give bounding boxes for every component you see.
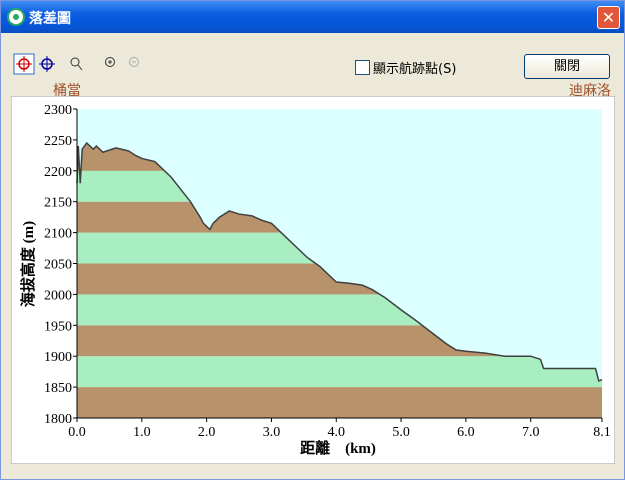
y-tick-label: 1800: [44, 412, 72, 427]
y-tick-label: 2150: [44, 196, 72, 211]
close-window[interactable]: ✕: [597, 6, 620, 29]
y-tick-label: 2000: [44, 288, 72, 303]
x-tick-label: 8.1: [593, 425, 611, 440]
window-title: 落差圖: [29, 11, 71, 27]
band: [77, 356, 602, 388]
tool-zoom-in[interactable]: [105, 57, 115, 67]
toolbar: [13, 53, 139, 75]
x-axis-label: 距離 (km): [300, 439, 376, 457]
y-tick-label: 2200: [44, 165, 72, 180]
tool-zoom-area[interactable]: [70, 57, 80, 67]
y-tick-label: 1900: [44, 350, 72, 365]
checkbox-label[interactable]: 顯示航跡點(S): [373, 62, 457, 77]
y-tick-label: 1850: [44, 381, 72, 396]
y-tick-label: 2250: [44, 134, 72, 149]
x-tick-label: 5.0: [392, 425, 410, 440]
icon: [77, 64, 83, 71]
x-tick-label: 6.0: [457, 425, 475, 440]
y-tick-label: 1950: [44, 319, 72, 334]
checkbox[interactable]: [355, 60, 370, 75]
y-tick-label: 2300: [44, 103, 72, 118]
band: [77, 387, 602, 418]
x-tick-label: 7.0: [522, 425, 540, 440]
start-label: 桶當: [53, 84, 81, 99]
end-label: 迪麻洛: [569, 84, 611, 99]
app-icon: [7, 8, 25, 26]
x-tick-label: 2.0: [198, 425, 216, 440]
x-tick-label: 4.0: [328, 425, 346, 440]
y-tick-label: 2100: [44, 227, 72, 242]
chart: 距離 (km) 海拔高度 (m) 1800 1850 1900 1950 2000 205…: [11, 96, 615, 464]
title-bar: 落差圖 ✕: [1, 1, 624, 33]
y-tick-label: 2050: [44, 258, 72, 273]
y-axis-label: 海拔高度 (m): [19, 221, 37, 307]
x-tick-label: 3.0: [263, 425, 281, 440]
profile-line: [76, 141, 603, 382]
tool-zoom-out[interactable]: [129, 57, 139, 67]
close-button[interactable]: 關閉: [524, 54, 610, 79]
x-tick-label: 0.0: [68, 425, 86, 440]
x-tick-label: 1.0: [133, 425, 151, 440]
